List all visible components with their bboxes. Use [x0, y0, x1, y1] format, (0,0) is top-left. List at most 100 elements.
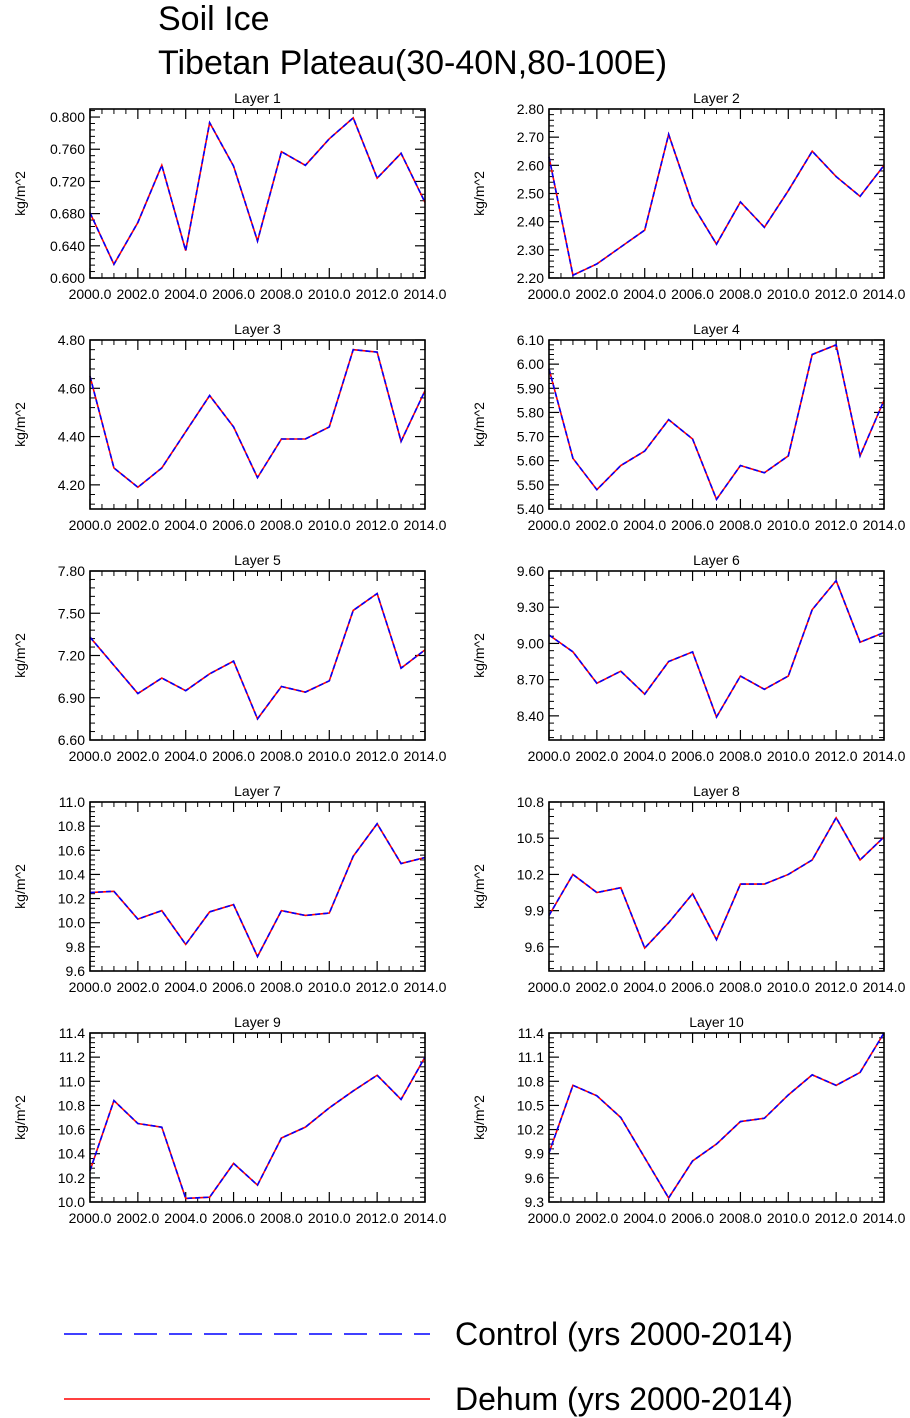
y-tick-label: 5.60 — [517, 453, 544, 469]
x-tick-label: 2002.0 — [575, 517, 618, 533]
x-tick-label: 2012.0 — [356, 748, 399, 764]
series-line-dehum — [89, 592, 426, 721]
y-tick-label: 10.2 — [517, 866, 544, 882]
y-axis-label: kg/m^2 — [471, 171, 487, 216]
y-tick-label: 2.40 — [517, 214, 544, 230]
x-tick-label: 2010.0 — [767, 979, 810, 995]
x-tick-label: 2002.0 — [575, 748, 618, 764]
y-tick-label: 5.80 — [517, 404, 544, 420]
x-tick-label: 2000.0 — [528, 286, 571, 302]
y-tick-label: 0.600 — [50, 270, 85, 286]
x-tick-label: 2004.0 — [164, 748, 207, 764]
x-tick-label: 2000.0 — [528, 517, 571, 533]
x-tick-label: 2014.0 — [404, 748, 447, 764]
x-tick-label: 2006.0 — [671, 286, 714, 302]
x-tick-label: 2004.0 — [623, 517, 666, 533]
panel-layer-2: Layer 2 2000.0 2002.0 2004.0 2006.0 2008.0 201… — [471, 90, 906, 302]
x-tick-label: 2010.0 — [767, 517, 810, 533]
panel-title: Layer 5 — [234, 552, 281, 568]
panel-layer-9: Layer 9 2000.0 2002.0 2004.0 2006.0 2008.0 201… — [12, 1014, 447, 1226]
figure-title: Soil Ice — [158, 0, 270, 38]
x-tick-label: 2000.0 — [69, 1210, 112, 1226]
series-line-dehum — [89, 1056, 426, 1200]
x-tick-label: 2004.0 — [623, 1210, 666, 1226]
y-tick-label: 11.4 — [59, 1025, 85, 1041]
x-tick-label: 2010.0 — [308, 517, 351, 533]
y-axis-label: kg/m^2 — [471, 633, 487, 678]
x-tick-label: 2000.0 — [528, 979, 571, 995]
y-tick-label: 9.3 — [525, 1194, 545, 1210]
y-tick-label: 0.800 — [50, 109, 85, 125]
x-tick-label: 2010.0 — [767, 1210, 810, 1226]
panel-title: Layer 6 — [693, 552, 740, 568]
y-axis-label: kg/m^2 — [471, 1095, 487, 1140]
plot-frame — [89, 801, 426, 972]
panel-title: Layer 7 — [234, 783, 281, 799]
y-tick-label: 9.6 — [66, 963, 86, 979]
x-tick-label: 2004.0 — [164, 1210, 207, 1226]
y-axis-label: kg/m^2 — [12, 633, 28, 678]
y-tick-label: 9.9 — [525, 903, 545, 919]
x-tick-label: 2000.0 — [69, 517, 112, 533]
x-tick-label: 2008.0 — [260, 748, 303, 764]
y-tick-label: 6.60 — [58, 732, 85, 748]
x-tick-label: 2000.0 — [69, 286, 112, 302]
y-tick-label: 9.30 — [517, 599, 544, 615]
panel-title: Layer 10 — [689, 1014, 744, 1030]
x-tick-label: 2008.0 — [719, 979, 762, 995]
x-tick-label: 2004.0 — [623, 748, 666, 764]
y-tick-label: 10.6 — [58, 842, 85, 858]
x-tick-label: 2012.0 — [356, 286, 399, 302]
y-tick-label: 10.8 — [58, 818, 85, 834]
y-tick-label: 10.2 — [58, 891, 85, 907]
plot-frame — [548, 570, 885, 741]
y-tick-label: 5.70 — [517, 429, 544, 445]
legend-label-control: Control (yrs 2000-2014) — [455, 1316, 793, 1352]
y-tick-label: 8.70 — [517, 672, 544, 688]
series-line-control — [548, 1032, 885, 1200]
y-tick-label: 10.8 — [58, 1097, 85, 1113]
y-tick-label: 10.8 — [517, 794, 544, 810]
y-tick-label: 4.40 — [58, 429, 85, 445]
y-tick-label: 4.80 — [58, 332, 85, 348]
x-tick-label: 2004.0 — [164, 286, 207, 302]
x-tick-label: 2008.0 — [719, 1210, 762, 1226]
y-axis-label: kg/m^2 — [471, 402, 487, 447]
x-tick-label: 2002.0 — [116, 517, 159, 533]
y-tick-label: 8.40 — [517, 708, 544, 724]
x-tick-label: 2010.0 — [308, 286, 351, 302]
series-line-control — [89, 116, 426, 267]
panel-title: Layer 1 — [234, 90, 281, 106]
x-tick-label: 2014.0 — [404, 1210, 447, 1226]
panel-title: Layer 4 — [693, 321, 740, 337]
x-tick-label: 2008.0 — [719, 286, 762, 302]
series-line-dehum — [548, 1032, 885, 1200]
series-line-control — [548, 816, 885, 950]
x-tick-label: 2012.0 — [356, 979, 399, 995]
x-tick-label: 2012.0 — [356, 517, 399, 533]
plot-frame — [548, 339, 885, 510]
y-tick-label: 6.90 — [58, 690, 85, 706]
y-tick-label: 10.0 — [58, 915, 85, 931]
plot-frame — [89, 570, 426, 741]
series-line-dehum — [548, 816, 885, 950]
plot-frame — [548, 1032, 885, 1203]
y-tick-label: 2.70 — [517, 129, 544, 145]
x-tick-label: 2000.0 — [528, 1210, 571, 1226]
x-tick-label: 2006.0 — [212, 748, 255, 764]
y-tick-label: 10.2 — [58, 1170, 85, 1186]
y-tick-label: 4.60 — [58, 380, 85, 396]
x-tick-label: 2014.0 — [863, 286, 906, 302]
x-tick-label: 2004.0 — [164, 517, 207, 533]
panel-layer-4: Layer 4 2000.0 2002.0 2004.0 2006.0 2008.0 201… — [471, 321, 906, 533]
y-tick-label: 10.0 — [58, 1194, 85, 1210]
panel-layer-3: Layer 3 2000.0 2002.0 2004.0 2006.0 2008.0 201… — [12, 321, 447, 533]
legend: Control (yrs 2000-2014) Dehum (yrs 2000-… — [64, 1316, 793, 1417]
series-line-dehum — [548, 579, 885, 719]
y-tick-label: 10.8 — [517, 1073, 544, 1089]
series-line-dehum — [89, 348, 426, 489]
x-tick-label: 2006.0 — [212, 517, 255, 533]
figure-subtitle: Tibetan Plateau(30-40N,80-100E) — [158, 44, 667, 82]
y-tick-label: 9.60 — [517, 563, 544, 579]
